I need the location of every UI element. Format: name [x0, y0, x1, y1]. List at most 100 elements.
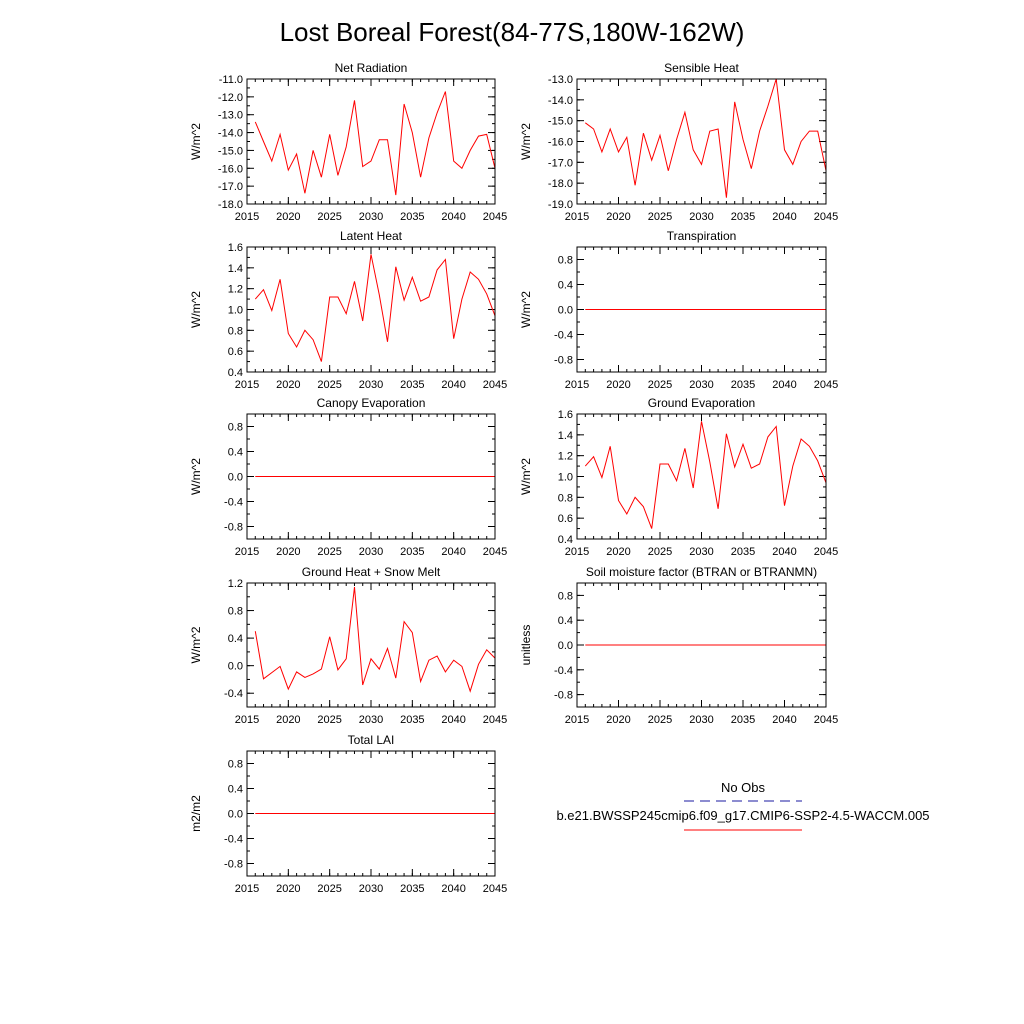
y-tick-label: 1.0: [228, 305, 243, 317]
series-line: [254, 254, 496, 362]
y-axis-label: m2/m2: [189, 795, 203, 832]
y-axis-label: W/m^2: [189, 123, 203, 160]
y-tick-label: -14.0: [218, 128, 243, 140]
y-tick-label: -17.0: [218, 181, 243, 193]
legend-model-label: b.e21.BWSSP245cmip6.f09_g17.CMIP6-SSP2-4…: [556, 808, 929, 823]
plot-frame: [246, 750, 496, 877]
x-tick-label: 2045: [814, 546, 838, 558]
series-line: [584, 421, 827, 529]
x-tick-label: 2030: [689, 714, 713, 726]
y-tick-label: -0.8: [224, 522, 243, 534]
x-tick-label: 2015: [235, 379, 259, 391]
panel-9: Total LAI m2/m2 2015 2020 2025 2030 2035 2040 20…: [189, 733, 507, 895]
y-tick-label: -0.4: [224, 834, 243, 846]
x-tick-label: 2020: [276, 379, 300, 391]
y-axis-label: unitless: [519, 625, 533, 666]
x-tick-label: 2030: [689, 211, 713, 223]
y-tick-label: -0.8: [224, 859, 243, 871]
y-tick-label: 0.0: [228, 472, 243, 484]
y-tick-label: 0.4: [228, 633, 243, 645]
y-tick-label: 0.6: [558, 513, 573, 525]
y-tick-label: -12.0: [218, 92, 243, 104]
panel-8: Soil moisture factor (BTRAN or BTRANMN) u…: [519, 565, 838, 726]
y-tick-label: -0.4: [554, 665, 573, 677]
y-tick-label: -16.0: [548, 137, 573, 149]
x-tick-label: 2045: [814, 714, 838, 726]
panel-title: Soil moisture factor (BTRAN or BTRANMN): [586, 565, 817, 579]
y-tick-label: 0.8: [558, 255, 573, 267]
series-line: [254, 587, 496, 693]
figure-title: Lost Boreal Forest(84-77S,180W-162W): [280, 17, 745, 47]
y-tick-label: 1.6: [228, 242, 243, 254]
panel-6: Ground Evaporation W/m^2 2015 2020 2025 2030 2…: [519, 396, 838, 558]
y-tick-label: -0.8: [554, 355, 573, 367]
x-tick-label: 2030: [359, 379, 383, 391]
y-tick-label: -0.4: [224, 688, 243, 700]
x-tick-label: 2015: [235, 883, 259, 895]
y-tick-label: 1.2: [228, 284, 243, 296]
y-tick-label: -17.0: [548, 157, 573, 169]
plot-frame: [246, 582, 496, 708]
x-tick-label: 2035: [731, 211, 755, 223]
y-tick-label: -15.0: [548, 116, 573, 128]
y-tick-label: -11.0: [219, 74, 243, 86]
legend-obs-label: No Obs: [721, 780, 766, 795]
x-tick-label: 2015: [565, 546, 589, 558]
y-axis-label: W/m^2: [189, 458, 203, 495]
x-tick-label: 2025: [317, 379, 341, 391]
x-tick-label: 2040: [441, 714, 465, 726]
y-tick-label: 1.4: [558, 430, 573, 442]
y-tick-label: -18.0: [548, 178, 573, 190]
x-tick-label: 2045: [483, 379, 507, 391]
panels: Net Radiation W/m^2 2015 2020 2025 2030 2035 20…: [189, 61, 838, 895]
panel-3: Latent Heat W/m^2 2015 2020 2025 2030 2035 2040…: [189, 229, 507, 391]
y-tick-label: -13.0: [548, 74, 573, 86]
x-tick-label: 2040: [772, 546, 796, 558]
y-tick-label: 1.6: [558, 409, 573, 421]
x-tick-label: 2015: [235, 546, 259, 558]
x-tick-label: 2030: [689, 546, 713, 558]
x-tick-label: 2015: [565, 379, 589, 391]
x-tick-label: 2040: [441, 211, 465, 223]
x-tick-label: 2015: [565, 714, 589, 726]
x-tick-label: 2020: [276, 714, 300, 726]
y-tick-label: 0.8: [228, 759, 243, 771]
x-tick-label: 2020: [276, 883, 300, 895]
x-tick-label: 2040: [441, 379, 465, 391]
y-tick-label: 0.8: [558, 492, 573, 504]
x-tick-label: 2035: [400, 379, 424, 391]
series-line: [254, 91, 496, 196]
y-tick-label: 0.0: [228, 809, 243, 821]
y-tick-label: 0.4: [558, 615, 573, 627]
y-tick-label: -18.0: [218, 199, 243, 211]
x-tick-label: 2020: [606, 211, 630, 223]
x-tick-label: 2025: [648, 714, 672, 726]
x-tick-label: 2020: [606, 546, 630, 558]
y-axis-label: W/m^2: [519, 123, 533, 160]
y-tick-label: 0.4: [558, 534, 573, 546]
x-tick-label: 2045: [814, 211, 838, 223]
x-tick-label: 2045: [814, 379, 838, 391]
x-tick-label: 2025: [317, 211, 341, 223]
x-tick-label: 2020: [606, 379, 630, 391]
x-tick-label: 2025: [317, 883, 341, 895]
y-tick-label: 0.4: [228, 784, 243, 796]
panel-2: Sensible Heat W/m^2 2015 2020 2025 2030 2035 20…: [519, 61, 838, 223]
panel-title: Latent Heat: [340, 229, 403, 243]
x-tick-label: 2030: [359, 714, 383, 726]
x-tick-label: 2035: [400, 211, 424, 223]
y-tick-label: 0.8: [228, 606, 243, 618]
y-tick-label: 0.8: [228, 325, 243, 337]
panel-4: Transpiration W/m^2 2015 2020 2025 2030 2035 20…: [519, 229, 838, 391]
x-tick-label: 2020: [606, 714, 630, 726]
y-axis-label: W/m^2: [519, 458, 533, 495]
plot-frame: [246, 78, 496, 205]
panel-title: Canopy Evaporation: [317, 396, 426, 410]
y-tick-label: -13.0: [218, 110, 243, 122]
y-tick-label: 0.0: [228, 661, 243, 673]
x-tick-label: 2040: [772, 211, 796, 223]
x-tick-label: 2035: [400, 883, 424, 895]
y-tick-label: -0.8: [554, 690, 573, 702]
y-tick-label: -0.4: [224, 497, 243, 509]
